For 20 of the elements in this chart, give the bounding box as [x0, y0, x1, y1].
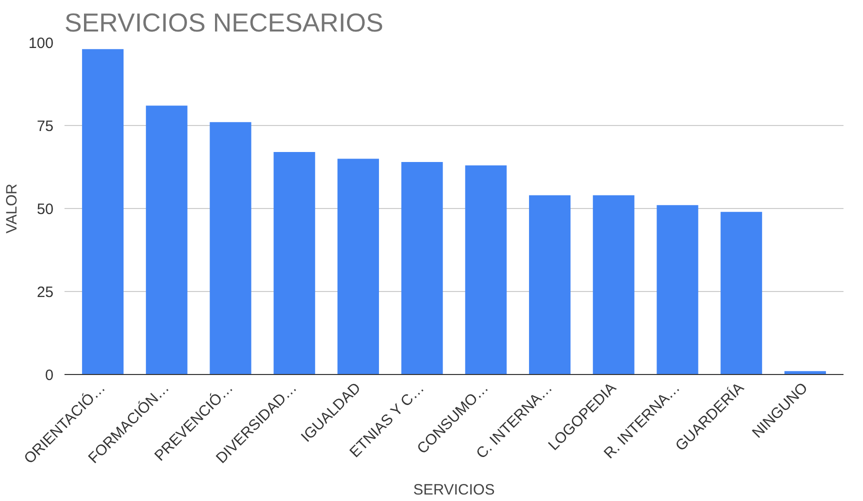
y-tick-label: 25 — [36, 284, 54, 301]
bar — [146, 106, 188, 374]
bar — [82, 49, 124, 374]
bar — [656, 205, 698, 374]
y-tick-label: 50 — [36, 201, 54, 218]
bar — [592, 195, 634, 374]
y-tick-label: 100 — [28, 35, 54, 52]
y-tick-label: 0 — [45, 367, 54, 384]
bar — [401, 162, 443, 374]
bar — [210, 122, 252, 374]
y-axis-title: VALOR — [3, 183, 20, 234]
bar — [720, 212, 762, 374]
y-tick-label: 75 — [36, 118, 54, 135]
bar — [784, 371, 826, 374]
bar — [337, 158, 379, 374]
bar — [529, 195, 571, 374]
bar — [465, 165, 507, 374]
bar — [274, 152, 316, 374]
chart-title: SERVICIOS NECESARIOS — [64, 8, 384, 38]
x-axis-title: SERVICIOS — [413, 481, 495, 498]
